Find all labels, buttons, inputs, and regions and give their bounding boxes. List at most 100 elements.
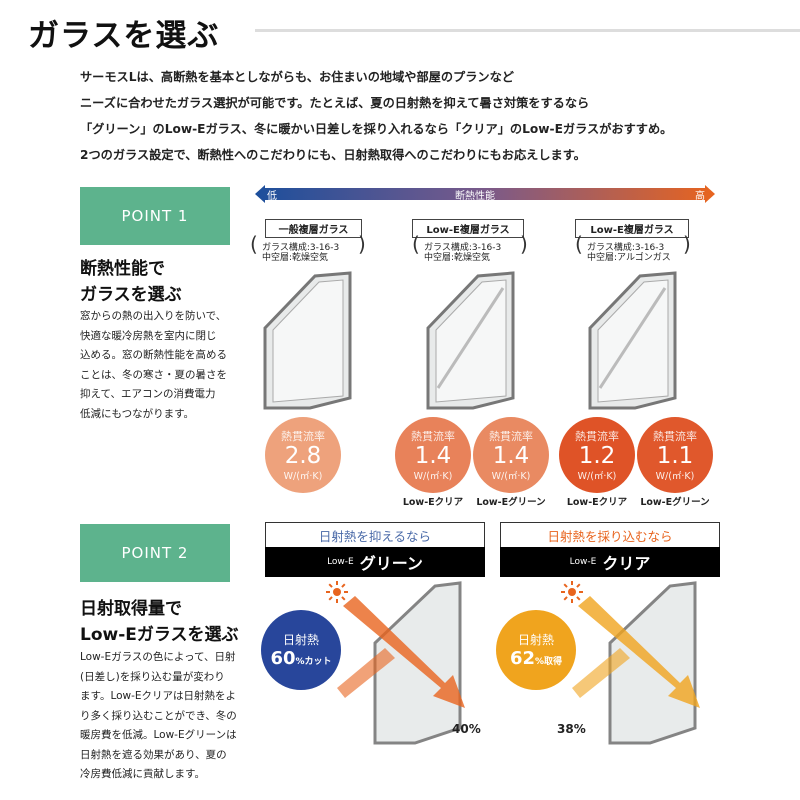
- u-value-circle: 熱貫流率 1.2 W/(㎡·K): [559, 417, 635, 493]
- body-line: ことは、冬の寒さ・夏の暑さを: [80, 368, 227, 381]
- u-value-unit: W/(㎡·K): [283, 471, 323, 482]
- spec-line: 中空層:アルゴンガス: [587, 253, 671, 263]
- option-name: Low-E グリーン: [265, 547, 485, 577]
- glass-type-label: Low-E複層ガラス: [412, 219, 524, 238]
- u-value-number: 1.4: [414, 443, 452, 469]
- u-value-key: 熱貫流率: [575, 430, 619, 443]
- solar-key: 日射熱: [517, 633, 554, 647]
- solar-glass-illustration: [561, 581, 700, 745]
- scale-low: 低: [267, 191, 277, 202]
- sunlight-arrow: [343, 596, 465, 708]
- u-value-key: 熱貫流率: [411, 430, 455, 443]
- u-value-label: Low-Eグリーン: [640, 497, 710, 508]
- u-value-key: 熱貫流率: [489, 430, 533, 443]
- reflect-arrow: [337, 648, 395, 698]
- heading-line: 日射取得量で: [80, 599, 182, 619]
- u-value-number: 1.2: [578, 443, 616, 469]
- u-value-number: 2.8: [284, 443, 322, 469]
- sun-icon: [561, 581, 583, 603]
- solar-heat-circle: 日射熱 60%カット: [261, 610, 341, 690]
- body-line: 込める。窓の断熱性能を高める: [80, 349, 227, 361]
- body-line: 快適な暖冷房熱を室内に閉じ: [80, 329, 217, 342]
- body-line: 抑えて、エアコンの消費電力: [80, 388, 216, 400]
- intro-line: 「グリーン」のLow-Eガラス、冬に暖かい日差しを採り入れるなら「クリア」のLo…: [80, 122, 673, 136]
- scale-high: 高: [695, 191, 705, 202]
- solar-number: 62: [509, 648, 536, 669]
- option-caption: 日射熱を採り込むなら: [500, 522, 720, 547]
- title-divider: [255, 29, 800, 32]
- body-line: 低減にもつながります。: [80, 407, 195, 420]
- glass-pane-image: [263, 271, 352, 410]
- body-line: 暖房費を低減。Low-Eグリーンは: [80, 729, 237, 741]
- body-line: (日差し)を採り込む量が変わり: [80, 670, 225, 683]
- transmit-percent: 40%: [452, 722, 481, 736]
- option-color: クリア: [602, 554, 651, 573]
- intro-line: ニーズに合わせたガラス選択が可能です。たとえば、夏の日射熱を抑えて暑さ対策をする…: [80, 96, 590, 110]
- option-prefix: Low-E: [569, 557, 597, 567]
- spec-line: 中空層:乾燥空気: [424, 253, 491, 263]
- body-line: り多く採り込むことができ、冬の: [80, 709, 237, 722]
- option-caption: 日射熱を抑えるなら: [265, 522, 485, 547]
- glass-type-label: Low-E複層ガラス: [575, 219, 689, 238]
- u-value-label: Low-Eクリア: [402, 497, 464, 508]
- glass-type-label: 一般複層ガラス: [265, 219, 362, 238]
- heading-line: 断熱性能で: [80, 259, 165, 279]
- u-value-circle: 熱貫流率 1.4 W/(㎡·K): [395, 417, 471, 493]
- glass-pane-image: [588, 271, 677, 410]
- spec-line: ガラス構成:3-16-3: [424, 243, 502, 253]
- scale-label: 断熱性能: [455, 191, 495, 202]
- solar-glass-illustration: [326, 581, 465, 745]
- glass-spec: (ガラス構成:3-16-3 中空層:アルゴンガス): [575, 232, 691, 263]
- solar-heat-circle: 日射熱 62%取得: [496, 610, 576, 690]
- u-value-circle: 熱貫流率 2.8 W/(㎡·K): [265, 417, 341, 493]
- u-value-circle: 熱貫流率 1.1 W/(㎡·K): [637, 417, 713, 493]
- u-value-number: 1.1: [656, 443, 694, 469]
- u-value-label: Low-Eクリア: [566, 497, 628, 508]
- glass-illustrations: [263, 271, 677, 410]
- spec-line: ガラス構成:3-16-3: [587, 243, 665, 253]
- insulation-scale-arrow: 低 断熱性能 高: [255, 185, 715, 203]
- reflect-arrow: [572, 648, 630, 698]
- sunlight-arrow: [578, 596, 700, 708]
- page-title: ガラスを選ぶ: [28, 18, 220, 54]
- body-line: 窓からの熱の出入りを防いで、: [80, 310, 227, 322]
- option-header: 日射熱を採り込むなら Low-E クリア: [500, 522, 720, 577]
- body-line: Low-Eガラスの色によって、日射: [80, 651, 236, 663]
- u-value-number: 1.4: [492, 443, 530, 469]
- u-value-label: Low-Eグリーン: [476, 497, 546, 508]
- body-line: 冷房費低減に貢献します。: [80, 768, 205, 780]
- point2-heading: 日射取得量で Low-Eガラスを選ぶ: [80, 596, 239, 648]
- heading-line: ガラスを選ぶ: [80, 285, 182, 305]
- option-name: Low-E クリア: [500, 547, 720, 577]
- solar-suffix: %カット: [295, 657, 332, 667]
- solar-value: 60%カット: [270, 648, 331, 669]
- option-prefix: Low-E: [327, 557, 354, 567]
- intro-line: サーモスLは、高断熱を基本としながらも、お住まいの地域や部屋のプランなど: [80, 70, 514, 84]
- glass-spec: (ガラス構成:3-16-3 中空層:乾燥空気): [412, 232, 528, 263]
- u-value-key: 熱貫流率: [281, 430, 325, 443]
- point1-badge: POINT 1: [80, 187, 230, 245]
- point2-body: Low-Eガラスの色によって、日射 (日差し)を採り込む量が変わり ます。Low…: [80, 648, 237, 785]
- option-color: グリーン: [359, 554, 423, 573]
- heading-line: Low-Eガラスを選ぶ: [80, 625, 239, 645]
- sun-icon: [326, 581, 348, 603]
- glass-spec: (ガラス構成:3-16-3 中空層:乾燥空気): [250, 232, 366, 263]
- glass-pane-image: [426, 271, 515, 410]
- transmit-percent: 38%: [557, 722, 586, 736]
- u-value-unit: W/(㎡·K): [491, 471, 531, 482]
- point1-body: 窓からの熱の出入りを防いで、 快適な暖冷房熱を室内に閉じ 込める。窓の断熱性能を…: [80, 307, 227, 424]
- u-value-unit: W/(㎡·K): [655, 471, 695, 482]
- point2-badge: POINT 2: [80, 524, 230, 582]
- body-line: ます。Low-Eクリアは日射熱をよ: [80, 690, 237, 702]
- u-value-key: 熱貫流率: [653, 430, 697, 443]
- body-line: 日射熱を遮る効果があり、夏の: [80, 748, 227, 761]
- solar-suffix: %取得: [535, 657, 563, 667]
- spec-line: 中空層:乾燥空気: [262, 253, 329, 263]
- u-value-unit: W/(㎡·K): [413, 471, 453, 482]
- u-value-unit: W/(㎡·K): [577, 471, 617, 482]
- option-header: 日射熱を抑えるなら Low-E グリーン: [265, 522, 485, 577]
- solar-value: 62%取得: [510, 648, 562, 669]
- point1-heading: 断熱性能で ガラスを選ぶ: [80, 256, 182, 308]
- intro-text: サーモスLは、高断熱を基本としながらも、お住まいの地域や部屋のプランなど ニーズ…: [80, 64, 672, 168]
